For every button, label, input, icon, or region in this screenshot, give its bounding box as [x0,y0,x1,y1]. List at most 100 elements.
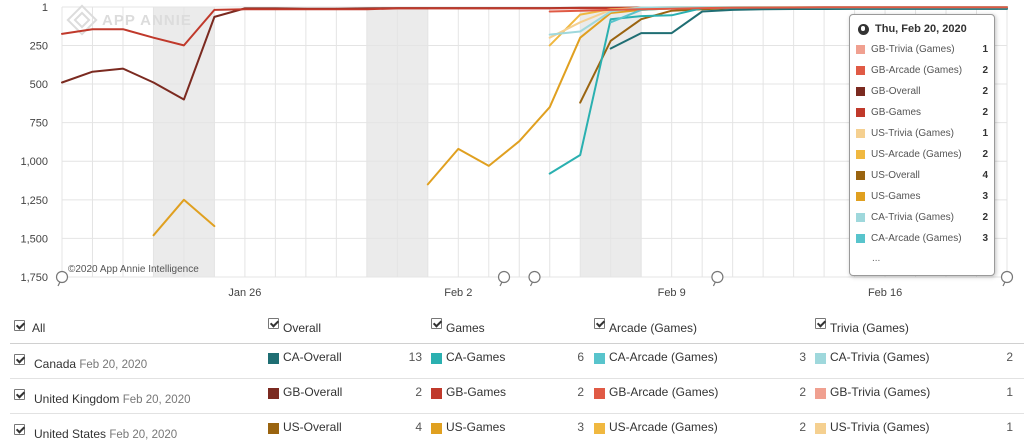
series-line-us-games [152,198,216,237]
annotation-marker-icon[interactable] [1000,270,1014,287]
tooltip-series-name: GB-Games [871,106,922,118]
series-swatch [856,86,865,96]
y-tick-label: 1,250 [20,195,48,207]
series-table: All Overall Games Arcade (Games) Trivia … [0,309,1024,446]
series-line-gb-arcade-games- [548,6,1008,13]
country-date: Feb 20, 2020 [79,359,148,371]
series-swatch [856,107,865,117]
country-name: United Kingdom Feb 20, 2020 [34,392,191,406]
copyright-text: ©2020 App Annie Intelligence [68,264,199,275]
country-name: United States Feb 20, 2020 [34,427,178,441]
series-swatch [856,212,865,222]
table-row: Canada Feb 20, 2020 CA-Overall 13 CA-Games 6… [10,344,1024,379]
tooltip-more: ... [872,253,881,264]
tooltip-series-name: US-Games [871,190,921,202]
annotation-marker-icon[interactable] [55,270,69,287]
annotation-marker-icon[interactable] [528,270,541,287]
series-rank-value: 2 [799,420,806,434]
country-date: Feb 20, 2020 [109,429,178,441]
series-rank-value: 3 [799,350,806,364]
y-tick-label: 1,000 [20,156,48,168]
y-tick-label: 250 [30,40,48,52]
series-swatch [856,233,865,243]
tooltip-series-value: 1 [982,43,988,55]
series-label: CA-Overall [283,350,342,364]
x-tick-label: Feb 16 [868,287,902,299]
series-swatch [431,353,442,364]
series-swatch [856,191,865,201]
y-tick-label: 1,750 [20,272,48,284]
tooltip-series-value: 2 [982,106,988,118]
series-rank-value: 3 [577,420,584,434]
tooltip-series-value: 1 [982,127,988,139]
tooltip-series-name: US-Arcade (Games) [871,148,962,160]
overall-checkbox[interactable] [268,318,279,329]
x-tick-label: Jan 26 [228,287,261,299]
tooltip-series-value: 3 [982,190,988,202]
series-swatch [431,423,442,434]
series-swatch [856,149,865,159]
series-swatch [856,128,865,138]
watermark-text: APP ANNIE [102,12,192,29]
annotation-marker-icon[interactable] [497,270,511,287]
chart-tooltip: Thu, Feb 20, 2020 GB-Trivia (Games) 1 GB-A… [849,14,995,276]
series-label: GB-Trivia (Games) [830,385,931,399]
tooltip-series-value: 2 [982,148,988,160]
series-label: GB-Overall [283,385,343,399]
x-tick-label: Feb 9 [658,287,686,299]
series-rank-value: 13 [408,350,422,364]
x-tick-label: Feb 2 [444,287,472,299]
series-label: CA-Arcade (Games) [609,350,718,364]
series-label: GB-Arcade (Games) [609,385,719,399]
header-games: Games [446,321,485,335]
tooltip-header: Thu, Feb 20, 2020 [858,23,967,35]
series-line-ca-overall [609,7,1008,50]
tooltip-series-name: GB-Trivia (Games) [871,43,955,55]
annotation-marker-icon[interactable] [711,270,724,287]
tooltip-series-value: 2 [982,211,988,223]
country-name: Canada Feb 20, 2020 [34,357,148,371]
header-arcade: Arcade (Games) [609,321,698,335]
header-trivia: Trivia (Games) [830,321,909,335]
trivia-checkbox[interactable] [815,318,826,329]
app-annie-watermark: APP ANNIE [66,4,192,36]
all-checkbox[interactable] [14,320,25,331]
table-row: United States Feb 20, 2020 US-Overall 4 US-… [10,414,1024,446]
arcade-checkbox[interactable] [594,318,605,329]
tooltip-series-value: 2 [982,85,988,97]
games-checkbox[interactable] [431,318,442,329]
series-swatch [856,44,865,54]
series-swatch [268,423,279,434]
country-checkbox[interactable] [14,354,25,365]
tooltip-series-name: US-Trivia (Games) [871,127,954,139]
series-swatch [856,170,865,180]
series-rank-value: 6 [577,350,584,364]
rank-chart: APP ANNIE 1 250 500 750 1,000 1,250 1,500 1,750… [20,2,1014,299]
tooltip-series-value: 2 [982,64,988,76]
tooltip-series-name: GB-Overall [871,85,921,97]
country-checkbox[interactable] [14,389,25,400]
series-rank-value: 1 [1006,385,1013,399]
tooltip-row: US-Overall 4 [856,168,988,182]
tooltip-series-value: 3 [982,232,988,244]
table-header-row: All Overall Games Arcade (Games) Trivia … [10,309,1024,344]
tooltip-series-value: 4 [982,169,988,181]
country-date: Feb 20, 2020 [122,394,191,406]
series-rank-value: 2 [415,385,422,399]
country-checkbox[interactable] [14,424,25,435]
tooltip-series-name: US-Overall [871,169,920,181]
series-rank-value: 4 [415,420,422,434]
tooltip-row: US-Arcade (Games) 2 [856,147,988,161]
series-label: US-Trivia (Games) [830,420,930,434]
series-rank-value: 2 [799,385,806,399]
series-swatch [815,388,826,399]
series-rank-value: 2 [1006,350,1013,364]
series-swatch [594,388,605,399]
series-swatch [815,423,826,434]
tooltip-row: GB-Games 2 [856,105,988,119]
tooltip-series-name: CA-Arcade (Games) [871,232,962,244]
tooltip-row: US-Trivia (Games) 1 [856,126,988,140]
series-label: US-Games [446,420,506,434]
series-label: CA-Games [446,350,506,364]
series-swatch [268,353,279,364]
